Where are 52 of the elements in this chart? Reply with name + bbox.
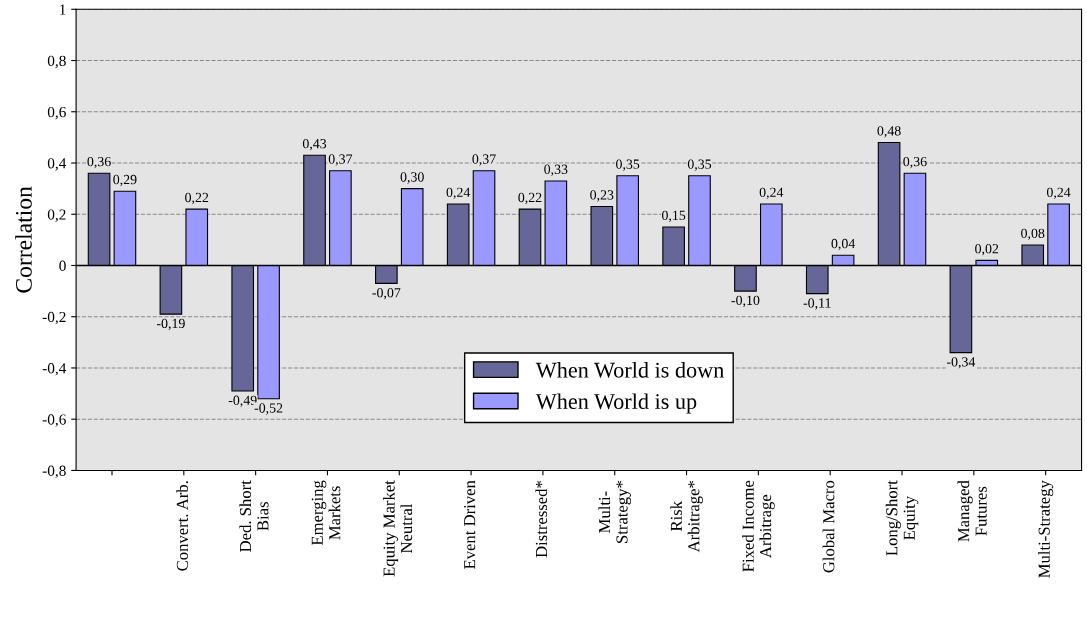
x-tick-label: Multi-Strategy — [1038, 480, 1054, 578]
data-label: 0,30 — [400, 172, 424, 184]
x-tick-label: Event Driven — [464, 480, 476, 570]
data-label: 0,33 — [544, 164, 568, 176]
x-tick-label: Convert. Arb. — [176, 481, 189, 571]
x-tick-label: Global Macro — [822, 480, 835, 573]
data-label: -0,10 — [731, 295, 760, 308]
legend-label: When World is down — [535, 362, 724, 378]
y-tick-label: 0,4 — [47, 158, 67, 171]
y-tick-label: 0 — [59, 260, 66, 271]
y-tick-label: -0,2 — [42, 311, 66, 325]
data-label: 0,37 — [472, 154, 496, 166]
data-label: 0,22 — [185, 192, 209, 205]
data-label: 0,43 — [302, 138, 327, 151]
legend-label: When World is up — [535, 393, 697, 414]
data-label: 0,08 — [1021, 228, 1045, 240]
y-axis-title: Correlation — [15, 186, 32, 293]
y-tick-label: 0,6 — [47, 106, 66, 120]
data-label: 0,02 — [975, 244, 999, 256]
data-label: 0,04 — [831, 238, 856, 251]
data-label: 0,24 — [446, 187, 471, 200]
x-tick-label: Multi- Strategy* — [598, 480, 632, 543]
data-label: 0,23 — [590, 190, 614, 202]
x-tick-label: Ded. Short Bias — [239, 480, 269, 552]
data-label: 0,15 — [662, 210, 686, 223]
data-label: -0,19 — [156, 318, 185, 331]
data-label: 0,37 — [328, 154, 353, 166]
y-tick-label: -0,6 — [42, 414, 66, 427]
x-tick-label: Risk Arbitrage* — [670, 480, 703, 553]
data-label: -0,07 — [372, 287, 401, 300]
data-label: 0,29 — [113, 174, 137, 187]
data-label: 0,36 — [87, 156, 111, 169]
y-tick-label: -0,8 — [42, 465, 66, 479]
x-tick-label: Fixed Income Arbitrage — [742, 480, 775, 572]
data-label: -0,34 — [946, 357, 976, 369]
data-label: -0,11 — [803, 298, 831, 310]
data-label: 0,35 — [616, 159, 640, 171]
x-tick-label: Emerging Markets — [311, 480, 341, 546]
data-label: 0,24 — [1046, 187, 1071, 200]
data-label: 0,24 — [759, 187, 784, 200]
data-label: 0,35 — [687, 159, 712, 171]
y-tick-label: -0,4 — [42, 363, 67, 376]
y-tick-label: 0,2 — [47, 209, 66, 222]
data-label: 0,48 — [877, 126, 901, 138]
y-tick-label: 0,8 — [47, 55, 66, 69]
x-tick-label: Equity Market Neutral — [382, 480, 413, 577]
x-tick-label: Distressed* — [535, 480, 548, 558]
data-label: 0,36 — [903, 156, 927, 169]
x-tick-label: Long/Short Equity — [885, 480, 919, 556]
x-tick-label: Managed Futures — [957, 480, 987, 542]
y-tick-label: 1 — [60, 4, 66, 15]
data-label: 0,22 — [518, 192, 542, 205]
